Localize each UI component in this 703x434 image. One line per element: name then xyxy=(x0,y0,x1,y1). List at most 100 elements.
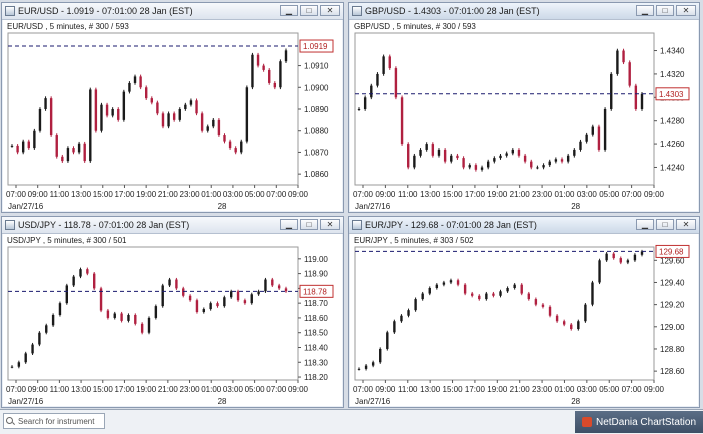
chart-window-eurusd[interactable]: EUR/USD - 1.0919 - 07:01:00 28 Jan (EST)… xyxy=(1,2,344,213)
candle-body xyxy=(591,126,594,135)
plot-frame xyxy=(7,246,299,381)
x-tick-label: 17:00 xyxy=(465,385,486,394)
chart-label: EUR/JPY , 5 minutes, # 303 / 502 xyxy=(354,236,474,245)
candle-body xyxy=(450,155,453,162)
maximize-button[interactable]: □ xyxy=(656,5,674,16)
candle-body xyxy=(145,87,148,99)
minimize-button[interactable]: ▁ xyxy=(636,5,654,16)
candle-body xyxy=(579,141,582,150)
plot-frame xyxy=(354,246,655,381)
price-chart[interactable]: 119.00118.90118.80118.70118.60118.50118.… xyxy=(3,234,344,408)
candle-body xyxy=(10,366,14,368)
x-tick-label: 13:00 xyxy=(71,385,92,394)
minimize-button[interactable]: ▁ xyxy=(280,219,298,230)
candle-body xyxy=(555,315,559,322)
maximize-button[interactable]: □ xyxy=(300,5,318,16)
x-tick-label: 07:00 xyxy=(353,190,374,199)
y-tick-label: 1.4320 xyxy=(660,70,685,79)
chart-area[interactable]: EUR/JPY , 5 minutes, # 303 / 502 129.60 1… xyxy=(350,234,698,406)
window-titlebar[interactable]: EUR/JPY - 129.68 - 07:01:00 28 Jan (EST)… xyxy=(349,217,699,234)
price-chart[interactable]: 129.60 129.40 129.20 129.00 128.80 128.60 07:0… xyxy=(350,234,700,408)
candle-body xyxy=(554,159,558,162)
candle-body xyxy=(262,65,265,70)
window-title: GBP/USD - 1.4303 - 07:01:00 28 Jan (EST) xyxy=(365,6,540,16)
window-titlebar[interactable]: EUR/USD - 1.0919 - 07:01:00 28 Jan (EST)… xyxy=(2,3,343,20)
brand-badge[interactable]: NetDania ChartStation xyxy=(575,411,703,433)
window-title: EUR/JPY - 129.68 - 07:01:00 28 Jan (EST) xyxy=(365,220,537,230)
x-tick-label: 19:00 xyxy=(136,385,157,394)
chart-area[interactable]: USD/JPY , 5 minutes, # 300 / 501 119.00 1… xyxy=(3,234,342,406)
candle-body xyxy=(200,113,204,131)
candle-body xyxy=(223,135,226,142)
candle-body xyxy=(357,109,361,110)
x-tick-label: 19:00 xyxy=(487,190,508,199)
close-button[interactable]: ✕ xyxy=(676,219,696,230)
candle-body xyxy=(195,300,199,313)
x-tick-label: 13:00 xyxy=(420,190,441,199)
candle-body xyxy=(443,149,447,162)
candle-body xyxy=(243,300,247,304)
brand-name: NetDania ChartStation xyxy=(595,416,697,428)
candle-body xyxy=(72,148,75,153)
x-tick-label: 17:00 xyxy=(465,190,486,199)
y-tick-label: 1.0870 xyxy=(304,148,329,157)
candle-body xyxy=(279,61,282,88)
candle-body xyxy=(393,321,396,333)
candle-body xyxy=(93,273,96,289)
candle-body xyxy=(442,282,446,285)
candle-body xyxy=(33,130,36,149)
candle-body xyxy=(478,295,481,300)
candle-body xyxy=(72,276,75,286)
x-tick-label: 21:00 xyxy=(510,385,531,394)
maximize-button[interactable]: □ xyxy=(300,219,318,230)
window-icon xyxy=(352,6,362,16)
x-tick-label: 23:00 xyxy=(180,190,201,199)
candle-body xyxy=(182,288,185,296)
y-tick-label: 119.00 xyxy=(304,255,328,264)
candle-body xyxy=(189,100,193,105)
x-tick-label: 09:00 xyxy=(288,190,309,199)
candle-body xyxy=(407,144,410,168)
candle-body xyxy=(493,158,496,162)
candle-body xyxy=(147,317,151,333)
chart-area[interactable]: GBP/USD , 5 minutes, # 300 / 593 1.4340 1… xyxy=(350,20,698,211)
candle-body xyxy=(83,143,86,162)
window-titlebar[interactable]: GBP/USD - 1.4303 - 07:01:00 28 Jan (EST)… xyxy=(349,3,699,20)
candle-body xyxy=(45,325,48,333)
chart-area[interactable]: EUR/USD , 5 minutes, # 300 / 593 1.0910 1… xyxy=(3,20,342,211)
candle-body xyxy=(212,119,215,127)
x-tick-label: 17:00 xyxy=(114,385,135,394)
close-button[interactable]: ✕ xyxy=(320,219,340,230)
y-tick-label: 1.0860 xyxy=(304,170,329,179)
y-tick-label: 129.40 xyxy=(660,278,685,287)
search-field[interactable]: Search for instrument xyxy=(3,413,105,429)
window-titlebar[interactable]: USD/JPY - 118.78 - 07:01:00 28 Jan (EST)… xyxy=(2,217,343,234)
chart-window-eurjpy[interactable]: EUR/JPY - 129.68 - 07:01:00 28 Jan (EST)… xyxy=(348,216,700,408)
chart-window-gbpusd[interactable]: GBP/USD - 1.4303 - 07:01:00 28 Jan (EST)… xyxy=(348,2,700,213)
price-chart[interactable]: 1.0910 1.0900 1.0890 1.0880 1.0870 1.0860 07:0… xyxy=(3,20,344,213)
candle-body xyxy=(156,102,159,114)
price-chart[interactable]: 1.43401.43201.43001.42801.42601.424007:0… xyxy=(350,20,700,213)
candle-body xyxy=(376,73,379,86)
netdania-logo-icon xyxy=(581,417,592,427)
candle-body xyxy=(463,284,467,294)
candle-body xyxy=(86,269,89,274)
x-tick-label: 07:00 xyxy=(266,385,287,394)
chart-window-usdjpy[interactable]: USD/JPY - 118.78 - 07:01:00 28 Jan (EST)… xyxy=(1,216,344,408)
minimize-button[interactable]: ▁ xyxy=(280,5,298,16)
candle-body xyxy=(127,314,130,321)
candle-body xyxy=(612,253,615,259)
x-tick-label: 13:00 xyxy=(420,385,441,394)
candle-body xyxy=(113,313,116,318)
candle-body xyxy=(640,93,644,109)
minimize-button[interactable]: ▁ xyxy=(636,219,654,230)
candle-body xyxy=(206,126,209,131)
maximize-button[interactable]: □ xyxy=(656,219,674,230)
candle-body xyxy=(388,56,391,69)
close-button[interactable]: ✕ xyxy=(320,5,340,16)
close-button[interactable]: ✕ xyxy=(676,5,696,16)
x-tick-label: 11:00 xyxy=(398,190,418,199)
candle-body xyxy=(245,87,249,142)
candle-body xyxy=(591,282,594,305)
candle-body xyxy=(520,284,523,294)
